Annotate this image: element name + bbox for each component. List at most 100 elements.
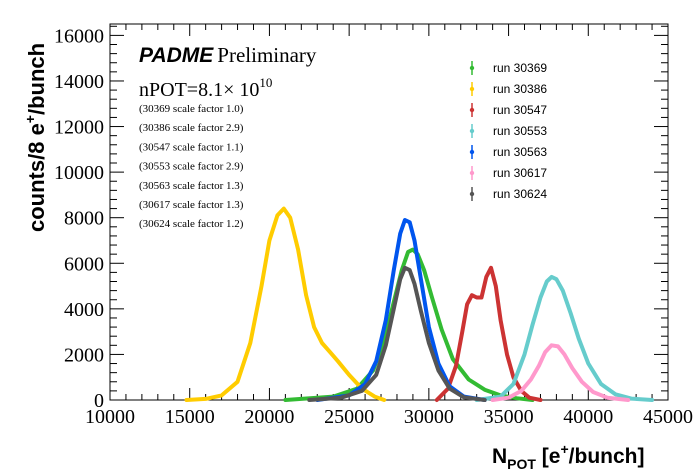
data-point <box>599 382 603 386</box>
data-point <box>479 295 484 300</box>
y-tick-label: 10000 <box>54 162 104 184</box>
data-point <box>465 302 469 306</box>
scale-note: (30547 scale factor 1.1) <box>139 141 244 153</box>
data-point <box>494 284 498 288</box>
legend-marker <box>469 170 475 176</box>
data-point <box>436 368 441 372</box>
legend: run 30369 run 30386 run 30547 run 30553 run … <box>469 61 547 201</box>
data-point <box>522 352 527 357</box>
legend-label: run 30553 <box>493 124 547 138</box>
data-point <box>411 248 415 252</box>
data-point <box>467 377 471 382</box>
data-point <box>339 396 343 400</box>
series-run-30624 <box>307 265 487 402</box>
data-point <box>605 396 610 400</box>
data-point <box>447 387 452 391</box>
y-tick-labels: 0 2000 4000 6000 8000 10000 12000 14000 16000 <box>54 25 104 412</box>
data-point <box>538 398 543 402</box>
data-point <box>529 377 533 382</box>
x-tick-label: 35000 <box>484 406 534 428</box>
data-point <box>527 396 531 400</box>
series-line <box>315 218 487 402</box>
data-point <box>408 220 412 224</box>
scale-note: (30617 scale factor 1.3) <box>139 199 244 211</box>
data-point <box>419 277 423 281</box>
data-point <box>550 343 554 347</box>
data-point <box>462 395 466 399</box>
data-point <box>537 364 541 368</box>
data-point <box>580 380 584 384</box>
legend-entry: run 30386 <box>469 82 547 96</box>
data-point <box>570 366 574 370</box>
scale-note: (30563 scale factor 1.3) <box>139 180 244 192</box>
x-tick-label: 20000 <box>244 406 294 428</box>
data-point <box>629 397 633 401</box>
data-point <box>288 216 292 220</box>
legend-marker <box>469 149 475 155</box>
data-point <box>556 344 560 349</box>
data-point <box>398 232 402 236</box>
data-point <box>454 364 458 368</box>
data-point <box>392 307 396 311</box>
legend-entry: run 30624 <box>469 187 547 201</box>
data-point <box>561 289 565 293</box>
legend-marker <box>469 191 475 197</box>
data-point <box>384 318 388 322</box>
data-point <box>591 390 595 394</box>
series-run-30553 <box>474 274 655 402</box>
data-point <box>427 325 431 329</box>
data-point <box>505 352 509 357</box>
y-tick-label: 14000 <box>54 71 104 93</box>
data-point <box>220 393 224 398</box>
legend-marker <box>469 128 475 134</box>
data-point <box>282 206 286 211</box>
scale-note: (30386 scale factor 2.9) <box>139 122 244 134</box>
data-point <box>511 382 515 386</box>
data-point <box>267 238 272 243</box>
series-line <box>307 265 487 402</box>
data-point <box>435 398 439 402</box>
data-point <box>460 330 464 334</box>
x-tick-label: 25000 <box>324 406 374 428</box>
data-point <box>403 266 407 270</box>
data-point <box>406 250 410 254</box>
y-tick-label: 8000 <box>64 208 104 230</box>
scale-note: (30553 scale factor 2.9) <box>139 161 244 173</box>
data-point <box>248 341 252 345</box>
data-point <box>307 398 311 402</box>
series-run-30617 <box>490 343 631 402</box>
x-tick-label: 30000 <box>404 406 454 428</box>
legend-label: run 30617 <box>493 166 547 180</box>
data-point <box>538 295 543 300</box>
data-point <box>374 373 378 377</box>
data-point <box>427 341 431 345</box>
series-layer <box>184 206 655 402</box>
data-point <box>545 279 549 284</box>
data-point <box>519 389 523 393</box>
data-point <box>470 293 474 297</box>
data-point <box>499 318 503 322</box>
npot-label: nPOT=8.1× 1010 <box>139 75 272 101</box>
data-point <box>398 277 402 281</box>
legend-entry: run 30369 <box>469 61 547 75</box>
data-point <box>336 359 340 363</box>
data-point <box>408 268 412 272</box>
x-tick-label: 10000 <box>85 406 135 428</box>
data-point <box>626 398 630 402</box>
scale-note: (30369 scale factor 1.0) <box>139 103 244 115</box>
data-point <box>259 284 264 288</box>
data-point <box>360 389 364 393</box>
y-tick-label: 0 <box>94 390 104 412</box>
data-point <box>543 350 547 354</box>
x-tick-label: 15000 <box>165 406 215 428</box>
data-point <box>304 293 308 297</box>
legend-entry: run 30563 <box>469 145 547 159</box>
legend-entry: run 30617 <box>469 166 547 180</box>
legend-marker <box>469 86 475 92</box>
legend-label: run 30369 <box>493 61 547 75</box>
legend-marker <box>469 107 475 113</box>
y-tick-label: 6000 <box>64 253 104 275</box>
data-point <box>550 275 554 279</box>
